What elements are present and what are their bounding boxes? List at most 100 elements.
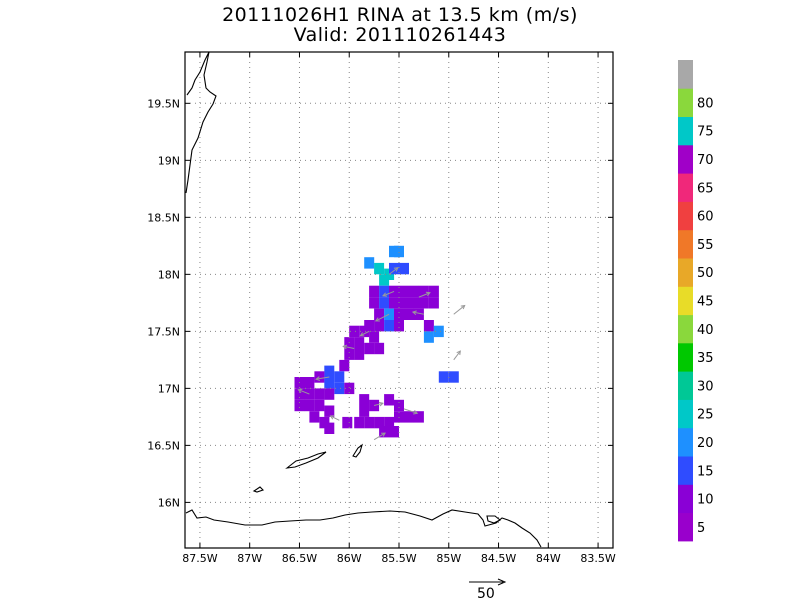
wind-cell: [369, 399, 380, 412]
reference-vector: 50: [469, 578, 507, 600]
wind-vector-head: [329, 415, 335, 420]
longitude-labels: 87.5W 87W 86.5W 86W 85.5W 85W 84.5W 84W 83.5W: [182, 552, 616, 565]
wind-vector-head: [297, 388, 303, 394]
wind-vector-head: [382, 292, 388, 297]
colorbar-label: 15: [697, 464, 714, 479]
lat-tick-label: 16.5N: [147, 439, 180, 452]
wind-cell: [384, 394, 395, 406]
wind-cell: [448, 371, 459, 383]
colorbar: 5 10 15 20 25 30 35 40 45 50 55 60 65 70 75 80: [678, 60, 714, 542]
wind-cell: [418, 297, 429, 309]
wind-cell: [364, 342, 375, 355]
wind-cell: [374, 308, 385, 320]
wind-cell: [354, 348, 365, 360]
wind-cell: [344, 348, 355, 360]
colorbar-swatch: [678, 512, 693, 542]
wind-cell: [344, 382, 355, 395]
coastline-utila: [252, 486, 265, 493]
lat-tick-label: 17.5N: [147, 325, 180, 338]
wind-vector-head: [315, 376, 321, 381]
wind-cell: [324, 422, 335, 434]
wind-cell: [394, 308, 404, 320]
wind-cell: [324, 377, 335, 389]
colorbar-swatch: [678, 60, 693, 89]
wind-cell: [359, 394, 370, 406]
wind-cell: [319, 416, 330, 429]
wind-vector: [373, 432, 386, 441]
wind-vector: [375, 313, 390, 322]
wind-vector: [373, 402, 384, 406]
colorbar-label: 35: [697, 351, 714, 366]
colorbar-label: 25: [697, 408, 714, 423]
lat-tick-label: 18N: [158, 268, 180, 281]
wind-speed-cells: [294, 245, 459, 438]
wind-cell: [389, 297, 399, 309]
wind-cell: [314, 388, 325, 400]
wind-vector: [388, 267, 399, 275]
wind-cell: [304, 399, 315, 412]
wind-cell: [304, 377, 315, 389]
wind-vector: [343, 345, 355, 349]
wind-cell: [428, 297, 439, 309]
wind-cell: [294, 388, 305, 400]
colorbar-swatch: [678, 342, 693, 372]
colorbar-label: 20: [697, 436, 714, 451]
wind-cell: [379, 426, 390, 438]
wind-cell: [324, 405, 335, 417]
colorbar-swatch: [678, 258, 693, 287]
wind-cell: [413, 308, 424, 320]
map-frame: [184, 51, 614, 549]
wind-cell: [324, 365, 335, 377]
colorbar-swatch: [678, 88, 693, 117]
wind-cell: [354, 416, 365, 429]
latitude-labels: 19.5N 19N 18.5N 18N 17.5N 17N 16.5N 16N: [147, 97, 180, 509]
colorbar-label: 70: [697, 153, 714, 168]
wind-cell: [339, 359, 350, 372]
wind-cell: [369, 331, 380, 343]
wind-cell: [369, 297, 380, 309]
lon-tick-label: 86W: [337, 552, 362, 565]
lon-tick-label: 87W: [237, 552, 262, 565]
coastline-roatan: [285, 451, 327, 469]
wind-cell: [379, 274, 390, 286]
wind-cell: [399, 262, 409, 275]
lat-tick-label: 19N: [158, 154, 180, 167]
wind-cell: [314, 399, 325, 412]
wind-cell: [364, 416, 375, 429]
wind-vector: [453, 305, 466, 315]
reference-arrowhead: [497, 578, 507, 586]
wind-vector-head: [413, 410, 419, 415]
wind-cell: [374, 342, 385, 355]
colorbar-label: 60: [697, 210, 714, 225]
lon-tick-label: 83.5W: [580, 552, 615, 565]
wind-vector: [412, 311, 424, 315]
colorbar-label: 40: [697, 323, 714, 338]
wind-cell: [394, 245, 404, 258]
wind-vector: [382, 290, 395, 297]
wind-vector-head: [378, 401, 384, 407]
wind-cell: [394, 411, 404, 423]
colorbar-label: 80: [697, 96, 714, 111]
wind-cell: [364, 257, 375, 269]
wind-cell: [409, 297, 419, 309]
colorbar-label: 55: [697, 238, 714, 253]
wind-cell: [334, 371, 345, 383]
wind-cell: [369, 285, 380, 298]
wind-cell: [418, 285, 429, 298]
colorbar-label: 5: [697, 521, 705, 536]
wind-cell: [359, 405, 370, 417]
valid-time: Valid: 201110261443: [293, 24, 507, 46]
coastline-yucatan: [185, 51, 217, 194]
wind-cell: [413, 411, 424, 423]
wind-cell: [428, 285, 439, 298]
wind-cell: [384, 320, 395, 332]
wind-cell: [324, 388, 335, 400]
lat-tick-label: 17N: [158, 382, 180, 395]
lat-tick-label: 19.5N: [147, 97, 180, 110]
colorbar-swatch: [678, 314, 693, 344]
colorbar-swatch: [678, 116, 693, 146]
wind-cell: [409, 285, 419, 298]
lon-tick-label: 85W: [436, 552, 461, 565]
wind-cell: [384, 416, 395, 429]
